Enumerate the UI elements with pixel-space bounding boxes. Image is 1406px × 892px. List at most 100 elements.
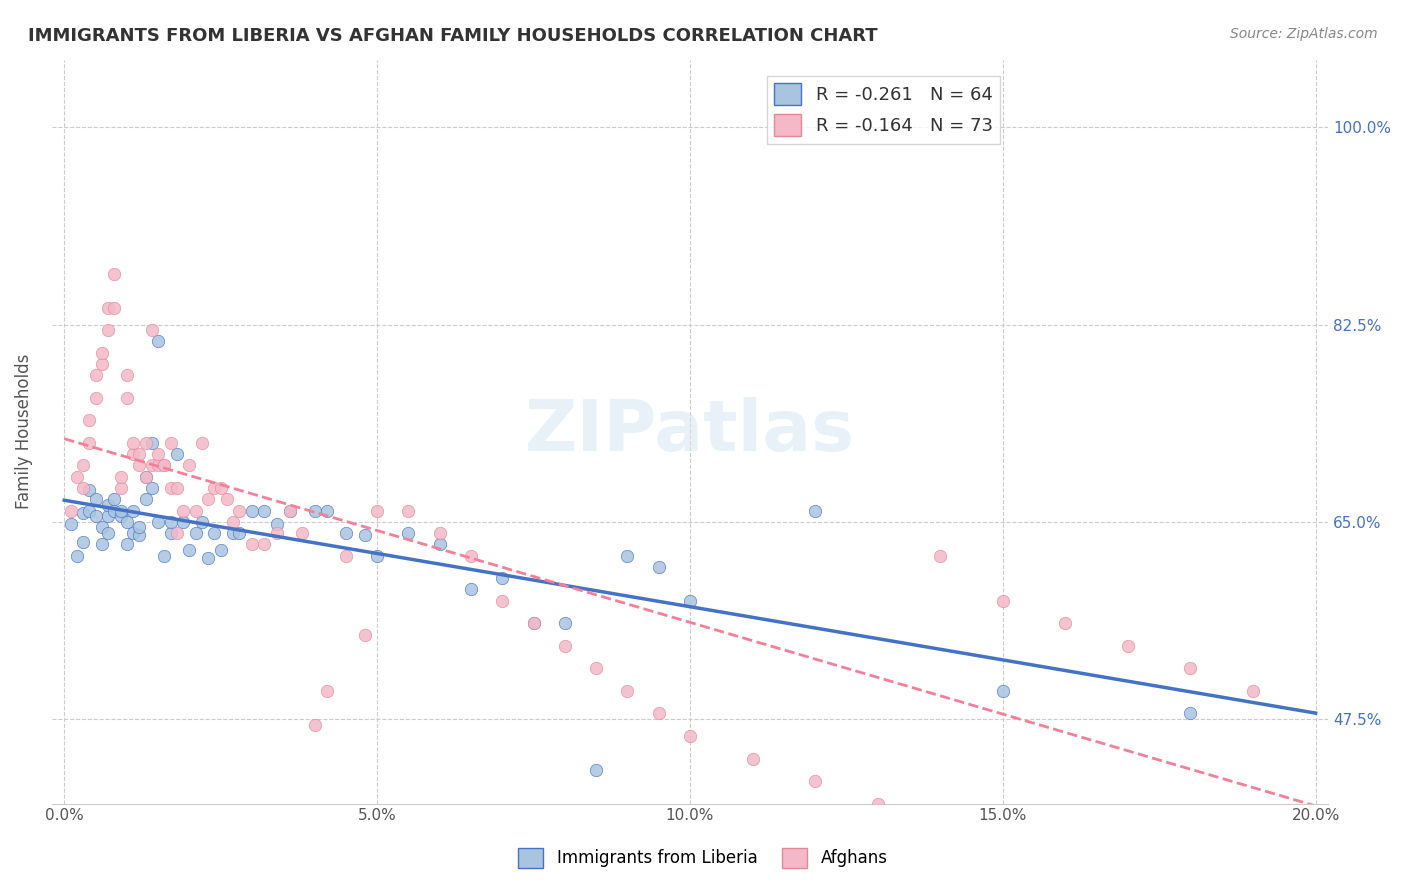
Point [79,413,101,427]
Point [172,515,194,529]
Point [396,526,419,541]
Legend: R = -0.261   N = 64, R = -0.164   N = 73: R = -0.261 N = 64, R = -0.164 N = 73 [768,76,1000,144]
Point [153,458,176,473]
Y-axis label: Family Households: Family Households [15,354,32,509]
Point [79,436,101,450]
Point [228,503,250,517]
Point [991,684,1014,698]
Point [135,492,157,507]
Point [153,458,176,473]
Point [222,515,245,529]
Point [66,469,89,483]
Point [647,706,669,721]
Point [585,763,607,777]
Point [215,492,238,507]
Point [115,391,138,405]
Point [366,503,388,517]
Point [159,481,181,495]
Text: Source: ZipAtlas.com: Source: ZipAtlas.com [1230,27,1378,41]
Point [222,526,245,541]
Point [97,301,120,315]
Point [184,503,207,517]
Point [209,543,232,558]
Point [253,537,276,551]
Point [353,528,375,542]
Point [159,515,181,529]
Point [141,481,163,495]
Point [266,516,288,531]
Point [929,549,952,563]
Point [110,469,132,483]
Point [204,481,226,495]
Point [554,616,576,631]
Point [396,503,419,517]
Point [135,436,157,450]
Point [72,535,94,549]
Point [72,481,94,495]
Point [585,661,607,675]
Point [1054,616,1077,631]
Point [228,526,250,541]
Point [316,503,339,517]
Point [159,526,181,541]
Point [115,368,138,383]
Point [804,774,827,789]
Point [110,509,132,524]
Point [79,483,101,498]
Point [110,481,132,495]
Point [491,593,513,607]
Point [141,323,163,337]
Point [103,492,125,507]
Point [429,537,451,551]
Point [97,509,120,524]
Point [353,627,375,641]
Point [1180,661,1202,675]
Point [866,797,889,811]
Point [616,549,638,563]
Point [184,526,207,541]
Point [90,537,112,551]
Point [191,436,214,450]
Point [179,458,201,473]
Point [204,526,226,541]
Point [172,503,194,517]
Legend: Immigrants from Liberia, Afghans: Immigrants from Liberia, Afghans [512,841,894,875]
Point [90,520,112,534]
Point [90,357,112,371]
Point [90,345,112,359]
Point [804,503,827,517]
Point [366,549,388,563]
Point [146,515,169,529]
Point [197,550,219,565]
Point [146,458,169,473]
Point [103,267,125,281]
Point [335,549,357,563]
Point [316,684,339,698]
Point [291,526,314,541]
Point [335,526,357,541]
Point [1180,706,1202,721]
Point [1116,639,1139,653]
Point [197,492,219,507]
Point [97,323,120,337]
Point [97,526,120,541]
Point [72,506,94,520]
Point [1241,684,1264,698]
Point [741,751,763,765]
Point [522,616,544,631]
Point [72,458,94,473]
Point [128,520,150,534]
Point [128,458,150,473]
Point [304,503,326,517]
Point [97,498,120,512]
Point [491,571,513,585]
Point [278,503,301,517]
Point [253,503,276,517]
Point [141,436,163,450]
Point [240,537,263,551]
Point [522,616,544,631]
Point [179,543,201,558]
Point [166,526,188,541]
Point [84,391,107,405]
Point [209,481,232,495]
